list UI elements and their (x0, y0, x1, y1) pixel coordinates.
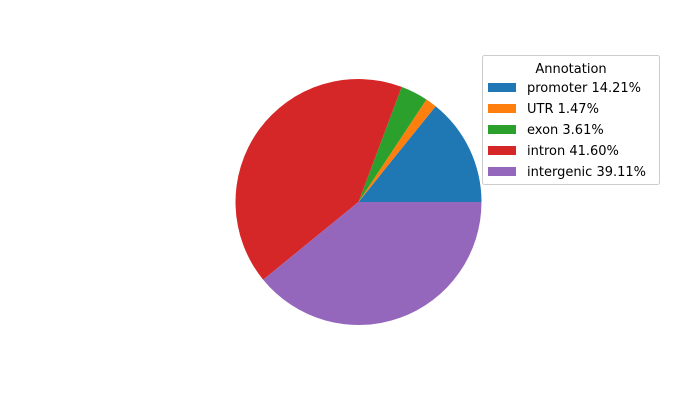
legend-swatch-intron (488, 146, 516, 155)
pie-slice-intron (235, 79, 402, 280)
pie-slice-promoter (358, 106, 482, 202)
legend-swatch-intergenic (488, 167, 516, 176)
legend-swatch-exon (488, 125, 516, 134)
legend-title: Annotation (535, 62, 606, 77)
legend-swatch-utr (488, 104, 516, 113)
pie-slices (235, 79, 482, 325)
legend: Annotation promoter 14.21% UTR 1.47% exon … (482, 55, 660, 185)
legend-label-intron: intron 41.60% (527, 144, 619, 159)
pie-slice-utr (358, 99, 436, 202)
pie-slice-intergenic (263, 202, 482, 325)
legend-label-promoter: promoter 14.21% (527, 81, 641, 96)
pie-slice-exon (358, 86, 427, 202)
legend-swatch-promoter (488, 83, 516, 92)
legend-label-exon: exon 3.61% (527, 123, 604, 138)
legend-label-intergenic: intergenic 39.11% (527, 165, 646, 180)
legend-frame (482, 55, 660, 185)
legend-label-utr: UTR 1.47% (527, 102, 599, 117)
